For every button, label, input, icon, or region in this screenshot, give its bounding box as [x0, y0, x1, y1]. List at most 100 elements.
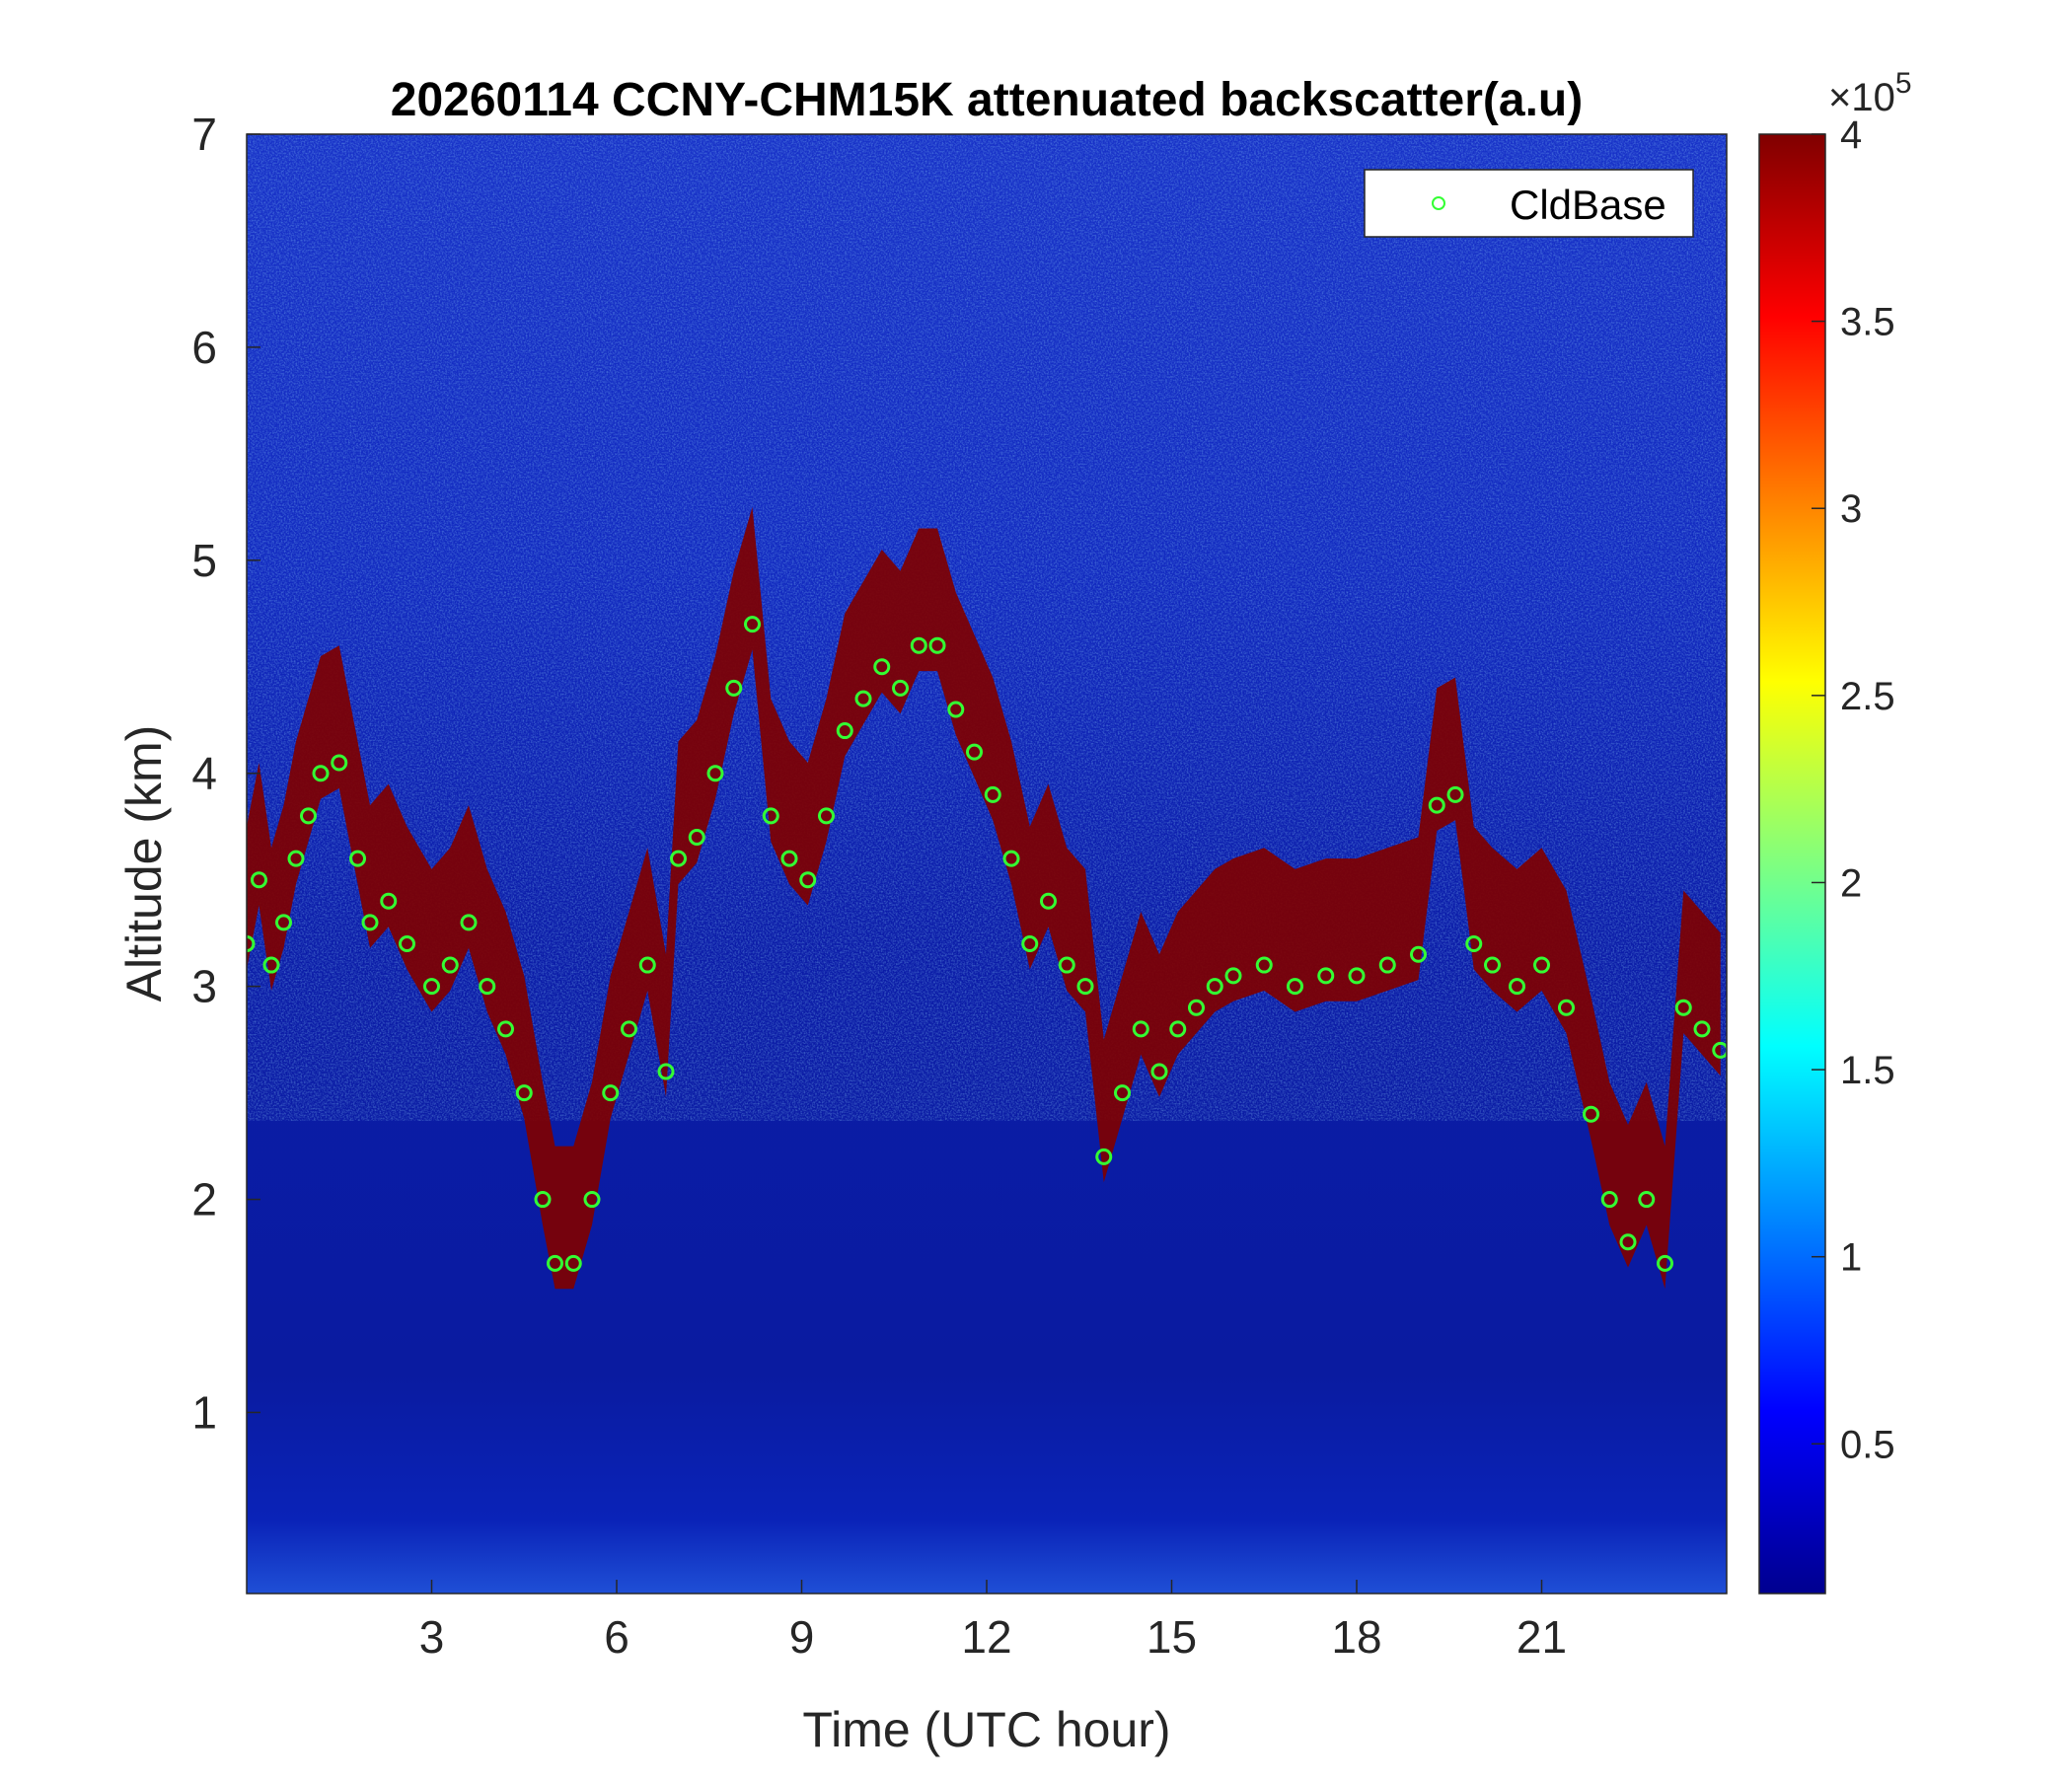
cldbase-point — [460, 914, 478, 931]
cldbase-point — [423, 978, 440, 996]
cldbase-point — [399, 934, 415, 952]
cloud-region — [247, 506, 1721, 1290]
cldbase-point — [380, 892, 398, 910]
legend-box — [1364, 169, 1694, 238]
legend-marker-icon — [1432, 196, 1445, 210]
cldbase-point — [497, 1020, 514, 1038]
cldbase-point — [1317, 967, 1335, 985]
y-tick-label: 1 — [191, 1386, 217, 1438]
cldbase-point — [1076, 978, 1094, 996]
cldbase-point — [1446, 785, 1464, 803]
cldbase-point — [602, 1084, 620, 1102]
x-tick-label: 9 — [789, 1611, 815, 1663]
cldbase-point — [1583, 1105, 1599, 1123]
cldbase-point — [515, 1084, 533, 1102]
cldbase-point — [583, 1191, 601, 1209]
cldbase-point — [928, 636, 946, 654]
cldbase-point — [1095, 1148, 1113, 1165]
x-axis-label: Time (UTC hour) — [802, 1702, 1170, 1757]
heatmap-area — [247, 134, 1727, 1594]
y-axis-label: Altitude (km) — [116, 725, 172, 1002]
x-tick-label: 21 — [1517, 1611, 1567, 1663]
cldbase-point — [1114, 1084, 1131, 1102]
x-axis: 3 6 9 12 15 18 21 — [419, 1580, 1567, 1663]
cldbase-point — [1040, 892, 1057, 910]
cldbase-point — [287, 850, 305, 867]
cldbase-point — [688, 829, 705, 847]
colorbar-tick-label: 4 — [1840, 113, 1862, 157]
cldbase-point — [1509, 978, 1525, 996]
cldbase-point — [300, 807, 317, 825]
cldbase-point — [892, 679, 909, 697]
colorbar-tick-label: 1 — [1840, 1236, 1862, 1280]
cldbase-point — [361, 914, 379, 931]
colorbar-tick-label: 2.5 — [1840, 675, 1895, 718]
cldbase-point — [984, 785, 1001, 803]
cldbase-point — [262, 956, 280, 974]
cldbase-point — [331, 754, 348, 772]
colorbar-exponent-label: ×105 — [1828, 67, 1912, 119]
y-tick-label: 5 — [191, 535, 217, 586]
cldbase-markers — [247, 616, 1727, 1272]
cldbase-point — [638, 956, 656, 974]
x-tick-label: 6 — [604, 1611, 629, 1663]
cldbase-point — [1150, 1063, 1168, 1080]
cldbase-point — [621, 1020, 637, 1038]
y-tick-label: 7 — [191, 109, 217, 160]
colorbar-gradient — [1759, 134, 1825, 1594]
cldbase-point — [1058, 956, 1075, 974]
colorbar-tick-label: 1.5 — [1840, 1049, 1895, 1092]
cldbase-point — [1287, 978, 1303, 996]
y-tick-label: 2 — [191, 1174, 217, 1225]
cldbase-point — [547, 1254, 563, 1272]
colorbar-frame — [1758, 133, 1826, 1595]
cldbase-point — [910, 636, 927, 654]
cldbase-point — [275, 914, 292, 931]
cldbase-point — [657, 1063, 675, 1080]
colorbar-tick-label: 2 — [1840, 861, 1862, 905]
cldbase-point — [1224, 967, 1242, 985]
cldbase-point — [479, 978, 496, 996]
cldbase-point — [1132, 1020, 1149, 1038]
cldbase-point — [1674, 999, 1692, 1016]
cldbase-point — [349, 850, 366, 867]
cldbase-point — [744, 616, 761, 633]
legend: CldBase — [1364, 169, 1694, 238]
cldbase-point — [818, 807, 835, 825]
cldbase-point — [251, 871, 267, 889]
cldbase-point — [1484, 956, 1501, 974]
cldbase-point — [1348, 967, 1366, 985]
x-tick-label: 3 — [419, 1611, 445, 1663]
cldbase-point — [1021, 934, 1039, 952]
colorbar-tick-label: 3.5 — [1840, 301, 1895, 344]
cldbase-point — [966, 743, 983, 761]
y-tick-label: 3 — [191, 961, 217, 1012]
legend-entry-cldbase: CldBase — [1510, 182, 1666, 228]
x-tick-label: 12 — [961, 1611, 1011, 1663]
colorbar-tick-label: 3 — [1840, 487, 1862, 531]
colorbar-ticks: 0.5 1 1.5 2 2.5 3 3.5 4 — [1812, 113, 1895, 1466]
cldbase-point — [1600, 1191, 1618, 1209]
y-tick-label: 4 — [191, 748, 217, 799]
cldbase-point — [534, 1191, 552, 1209]
cldbase-point — [1255, 956, 1273, 974]
cldbase-point — [799, 871, 817, 889]
cloud-layer — [247, 506, 1721, 1290]
cldbase-point — [1657, 1254, 1673, 1272]
colorbar: 0.5 1 1.5 2 2.5 3 3.5 4 ×105 — [1758, 67, 1912, 1595]
cldbase-point — [873, 658, 891, 676]
cldbase-point — [706, 765, 724, 782]
cldbase-point — [1712, 1041, 1727, 1059]
cldbase-point — [725, 679, 743, 697]
cldbase-point — [1558, 999, 1575, 1016]
cldbase-point — [564, 1254, 582, 1272]
cldbase-point — [1638, 1191, 1656, 1209]
colorbar-tick-label: 0.5 — [1840, 1423, 1895, 1466]
cldbase-point — [247, 934, 256, 952]
x-tick-label: 18 — [1331, 1611, 1381, 1663]
cldbase-point — [1002, 850, 1020, 867]
cldbase-point — [1410, 945, 1427, 963]
cldbase-point — [441, 956, 459, 974]
